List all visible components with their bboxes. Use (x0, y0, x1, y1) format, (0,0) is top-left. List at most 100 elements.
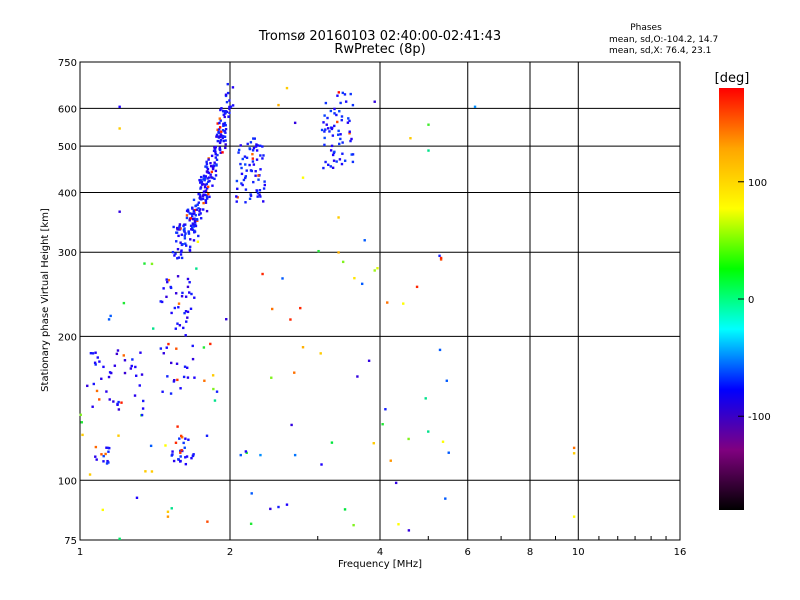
data-point (105, 462, 109, 465)
data-point (339, 137, 342, 141)
data-point (245, 451, 248, 455)
data-point (118, 537, 121, 541)
data-point (207, 192, 210, 196)
x-axis-label: Frequency [MHz] (338, 559, 422, 570)
data-point (261, 157, 264, 160)
data-point (236, 196, 239, 199)
data-point (98, 398, 101, 401)
data-point (191, 217, 195, 221)
data-point (202, 183, 205, 186)
data-point (248, 147, 251, 150)
data-point (340, 162, 344, 166)
y-tick-label: 400 (58, 188, 77, 199)
data-point (179, 387, 182, 390)
data-point (350, 153, 353, 156)
data-point (115, 352, 119, 356)
data-point (172, 380, 176, 383)
data-point (191, 222, 195, 225)
data-point (324, 160, 327, 164)
data-point (207, 171, 211, 175)
data-point (222, 124, 225, 128)
data-point (245, 169, 248, 172)
data-point (174, 327, 177, 330)
data-point (206, 185, 210, 189)
data-point (197, 213, 201, 216)
data-point (173, 254, 176, 257)
data-point (196, 219, 199, 222)
data-point (176, 378, 179, 382)
data-point (223, 115, 226, 119)
data-point (189, 238, 192, 241)
data-point (204, 201, 208, 204)
data-point (188, 245, 192, 249)
data-point (202, 201, 205, 205)
data-point (381, 423, 384, 426)
data-point (572, 452, 576, 455)
data-point (394, 481, 398, 485)
data-point (253, 137, 256, 140)
data-point (123, 359, 127, 362)
data-point (178, 226, 181, 229)
data-point (215, 133, 219, 137)
data-point (135, 496, 139, 499)
data-point (386, 301, 389, 304)
data-point (473, 105, 477, 109)
data-point (251, 149, 255, 152)
y-tick-label: 500 (58, 142, 77, 153)
data-point (218, 135, 221, 138)
chart-subtitle: RwPretec (8p) (334, 42, 425, 57)
data-point (356, 375, 359, 378)
data-point (187, 438, 190, 441)
data-point (254, 145, 258, 148)
data-point (191, 228, 195, 232)
data-point (167, 278, 171, 282)
data-point (407, 437, 410, 441)
data-point (174, 441, 178, 444)
data-point (191, 344, 194, 348)
grid-lines (80, 62, 680, 540)
data-point (213, 177, 216, 181)
data-point (224, 131, 227, 134)
data-point (214, 169, 218, 173)
data-point (129, 367, 133, 370)
data-point (329, 109, 333, 113)
data-point (179, 455, 182, 458)
data-point (236, 187, 239, 191)
data-point (343, 159, 347, 162)
data-point (120, 401, 123, 404)
data-point (176, 257, 179, 260)
data-point (213, 161, 216, 164)
data-point (214, 174, 218, 177)
data-point (249, 522, 253, 525)
data-point (96, 356, 99, 359)
data-point (333, 112, 336, 115)
data-point (197, 192, 200, 196)
data-point (251, 152, 254, 156)
data-point (185, 209, 189, 213)
data-point (259, 144, 262, 147)
data-point (175, 231, 178, 234)
data-point (222, 135, 225, 138)
data-point (205, 197, 209, 200)
data-point (259, 154, 262, 157)
data-point (331, 153, 335, 157)
data-point (204, 183, 207, 186)
data-point (140, 413, 144, 417)
data-point (213, 399, 217, 402)
data-point (176, 275, 180, 278)
data-point (140, 373, 144, 376)
data-point (204, 165, 207, 168)
data-point (389, 459, 392, 462)
data-point (176, 228, 179, 231)
data-point (336, 120, 339, 124)
data-point (172, 459, 176, 463)
data-point (415, 285, 419, 289)
data-point (162, 287, 165, 290)
data-point (102, 460, 105, 463)
data-point (447, 451, 450, 454)
data-point (293, 371, 296, 374)
data-point (165, 295, 168, 299)
data-point (301, 346, 305, 349)
data-point (91, 352, 95, 355)
data-point (216, 139, 219, 143)
